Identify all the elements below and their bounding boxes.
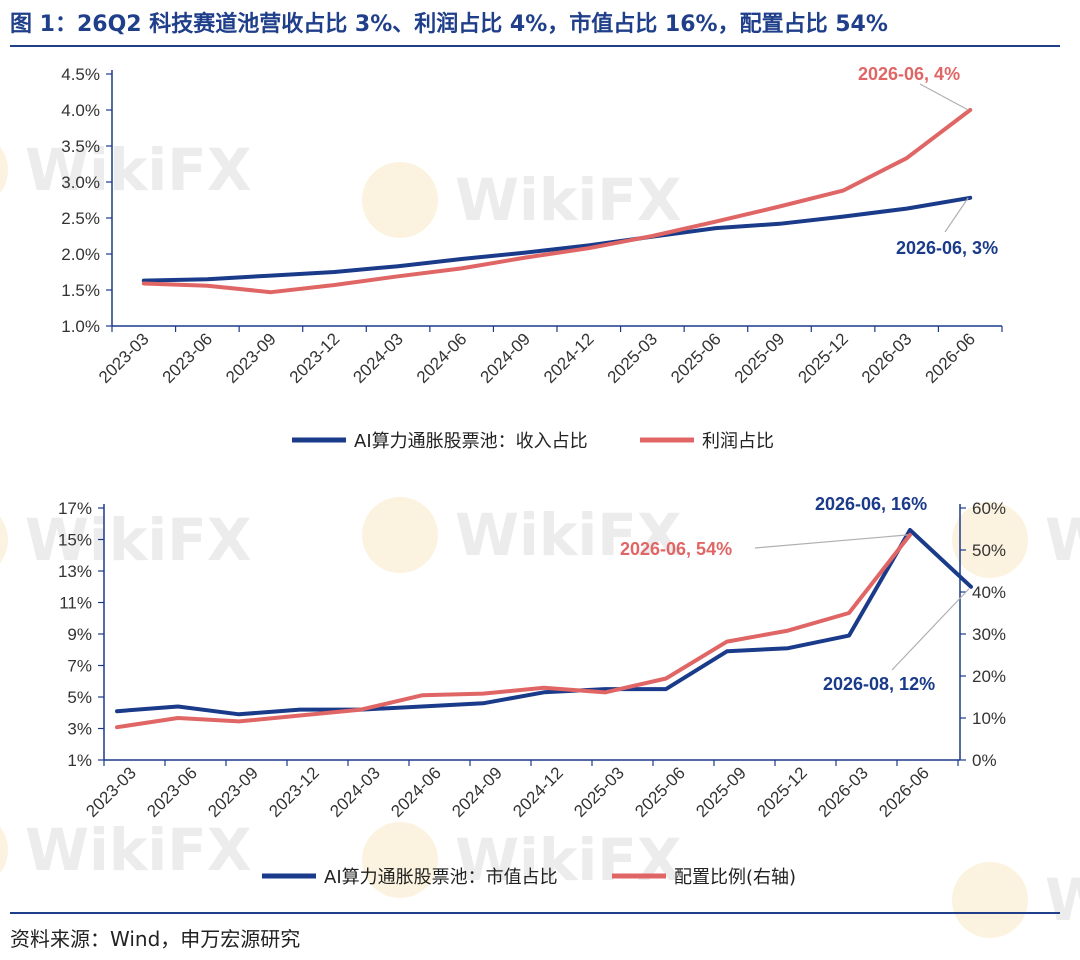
annotation-leader xyxy=(891,588,970,671)
x-tick-label: 2024-09 xyxy=(448,763,506,821)
x-tick-label: 2023-06 xyxy=(159,329,217,387)
watermark-layer: WikiFX WikiFX WikiFX WikiFX WikiFX WikiFX Wiki… xyxy=(0,136,1080,938)
y-left-tick-label: 17% xyxy=(58,499,92,518)
x-tick-label: 2025-09 xyxy=(731,329,789,387)
legend-label-2: 利润占比 xyxy=(702,431,774,452)
annotation-leader xyxy=(754,534,909,549)
series-line-2 xyxy=(115,532,912,730)
x-tick-label: 2026-06 xyxy=(875,763,933,821)
x-tick-label: 2026-06 xyxy=(921,329,979,387)
y-tick-label: 1.0% xyxy=(61,317,100,336)
figure-title: 图 1：26Q2 科技赛道池营收占比 3%、利润占比 4%，市值占比 16%，配… xyxy=(10,12,888,37)
annotation-leader xyxy=(944,197,969,233)
watermark-logo-icon xyxy=(362,162,438,238)
y-right-tick-label: 30% xyxy=(972,625,1006,644)
y-left-tick-label: 11% xyxy=(59,594,92,613)
y-tick-label: 4.0% xyxy=(61,101,100,120)
annotation-label: 2026-06, 54% xyxy=(620,539,732,559)
watermark-text: WikiFX xyxy=(25,506,252,574)
annotation-label: 2026-06, 3% xyxy=(896,238,998,258)
bottom-rule xyxy=(10,912,1060,914)
x-tick-label: 2026-03 xyxy=(814,763,872,821)
y-left-tick-label: 5% xyxy=(67,688,92,707)
y-tick-label: 1.5% xyxy=(61,281,100,300)
watermark-text: WikiFX xyxy=(455,826,682,894)
y-right-tick-label: 0% xyxy=(972,751,997,770)
watermark-logo-icon xyxy=(952,502,1028,578)
x-tick-label: 2024-12 xyxy=(540,329,598,387)
x-tick-label: 2025-03 xyxy=(604,329,662,387)
x-tick-label: 2025-12 xyxy=(753,763,811,821)
x-tick-label: 2025-06 xyxy=(631,763,689,821)
x-tick-label: 2024-12 xyxy=(509,763,567,821)
y-tick-label: 2.0% xyxy=(61,245,100,264)
y-tick-label: 2.5% xyxy=(61,209,100,228)
watermark-text: WikiFX xyxy=(25,816,252,884)
annotation-label: 2026-06, 16% xyxy=(815,494,927,514)
y-right-tick-label: 20% xyxy=(972,667,1006,686)
series-line-2 xyxy=(141,108,973,295)
x-tick-label: 2025-03 xyxy=(570,763,628,821)
watermark-text: WikiFX xyxy=(455,166,682,234)
y-left-tick-label: 7% xyxy=(67,657,92,676)
x-tick-label: 2023-09 xyxy=(222,329,280,387)
watermark-text: WikiFX xyxy=(455,501,682,569)
x-tick-label: 2024-03 xyxy=(349,329,407,387)
y-tick-label: 3.5% xyxy=(61,137,100,156)
watermark-text: WikiFX xyxy=(25,136,252,204)
source-note: 资料来源：Wind，申万宏源研究 xyxy=(10,927,301,951)
annotation-leader xyxy=(919,83,969,111)
legend-label-1: AI算力通胀股票池：市值占比 xyxy=(324,867,558,888)
series-line-1 xyxy=(115,528,973,717)
x-tick-label: 2024-06 xyxy=(413,329,471,387)
x-tick-label: 2023-09 xyxy=(204,763,262,821)
y-right-tick-label: 10% xyxy=(972,709,1006,728)
watermark-text: WikiFX xyxy=(1045,506,1080,574)
watermark-text: WikiFX xyxy=(1045,866,1080,934)
x-tick-label: 2023-12 xyxy=(265,763,323,821)
watermark-logo-icon xyxy=(362,497,438,573)
legend-label-1: AI算力通胀股票池：收入占比 xyxy=(354,431,588,452)
x-tick-label: 2026-03 xyxy=(858,329,916,387)
watermark-logo-icon xyxy=(0,146,8,194)
annotation-label: 2026-08, 12% xyxy=(823,674,935,694)
x-tick-label: 2023-03 xyxy=(82,763,140,821)
annotation-label: 2026-06, 4% xyxy=(858,64,960,84)
x-tick-label: 2023-03 xyxy=(95,329,153,387)
y-left-tick-label: 15% xyxy=(58,531,92,550)
x-tick-label: 2025-09 xyxy=(692,763,750,821)
x-tick-label: 2025-06 xyxy=(667,329,725,387)
y-left-tick-label: 3% xyxy=(67,720,92,739)
watermark-logo-icon xyxy=(0,516,8,564)
y-left-tick-label: 1% xyxy=(67,751,92,770)
watermark-logo-icon xyxy=(362,822,438,898)
series-line-1 xyxy=(141,195,973,283)
x-tick-label: 2024-09 xyxy=(476,329,534,387)
y-right-tick-label: 50% xyxy=(972,541,1006,560)
y-right-tick-label: 40% xyxy=(972,583,1006,602)
x-tick-label: 2023-12 xyxy=(286,329,344,387)
x-tick-label: 2024-06 xyxy=(387,763,445,821)
watermark-logo-icon xyxy=(952,862,1028,938)
watermark-logo-icon xyxy=(0,826,8,874)
y-right-tick-label: 60% xyxy=(972,499,1006,518)
x-tick-label: 2024-03 xyxy=(326,763,384,821)
y-tick-label: 3.0% xyxy=(61,173,100,192)
chart-1-revenue-profit-share: 1.0%1.5%2.0%2.5%3.0%3.5%4.0%4.5%2023-03 2… xyxy=(61,64,1003,452)
y-left-tick-label: 9% xyxy=(67,625,92,644)
title-rule xyxy=(10,45,1060,47)
y-left-tick-label: 13% xyxy=(58,562,92,581)
legend-label-2: 配置比例(右轴) xyxy=(674,867,796,888)
x-tick-label: 2023-06 xyxy=(143,763,201,821)
y-tick-label: 4.5% xyxy=(61,65,100,84)
x-tick-label: 2025-12 xyxy=(794,329,852,387)
